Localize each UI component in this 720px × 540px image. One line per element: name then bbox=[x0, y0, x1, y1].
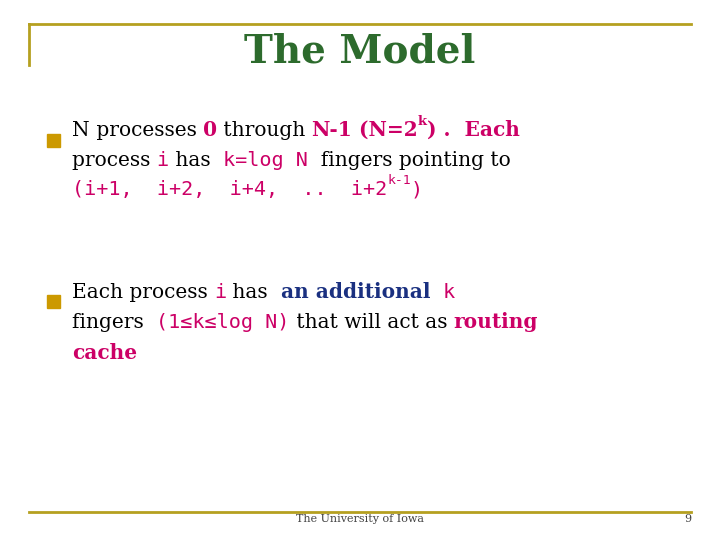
Text: through: through bbox=[217, 121, 312, 140]
Text: N-1: N-1 bbox=[312, 120, 352, 140]
Text: (1≤k≤log N): (1≤k≤log N) bbox=[156, 313, 290, 332]
Text: process: process bbox=[72, 151, 157, 170]
Text: (N=2: (N=2 bbox=[352, 120, 418, 140]
Text: (i+1,  i+2,  i+4,  ..  i+2: (i+1, i+2, i+4, .. i+2 bbox=[72, 180, 387, 199]
Text: ): ) bbox=[411, 180, 423, 199]
Text: k-1: k-1 bbox=[387, 174, 411, 187]
FancyBboxPatch shape bbox=[47, 134, 60, 147]
Text: fingers: fingers bbox=[72, 313, 156, 332]
Text: i: i bbox=[214, 283, 226, 302]
Text: The Model: The Model bbox=[244, 32, 476, 70]
Text: k=log N: k=log N bbox=[223, 151, 308, 170]
Text: 9: 9 bbox=[684, 515, 691, 524]
Text: has: has bbox=[169, 151, 223, 170]
Text: The University of Iowa: The University of Iowa bbox=[296, 515, 424, 524]
Text: ) .  Each: ) . Each bbox=[427, 120, 520, 140]
Text: Each process: Each process bbox=[72, 283, 214, 302]
Text: cache: cache bbox=[72, 343, 137, 363]
Text: has: has bbox=[226, 283, 281, 302]
Text: i: i bbox=[157, 151, 169, 170]
Text: N: N bbox=[72, 121, 89, 140]
Text: routing: routing bbox=[454, 312, 539, 332]
Text: k: k bbox=[418, 115, 427, 128]
Text: that will act as: that will act as bbox=[290, 313, 454, 332]
Text: an additional: an additional bbox=[281, 282, 430, 302]
Text: 0: 0 bbox=[203, 120, 217, 140]
Text: fingers pointing to: fingers pointing to bbox=[308, 151, 511, 170]
Text: processes: processes bbox=[89, 121, 203, 140]
Text: k: k bbox=[443, 283, 455, 302]
FancyBboxPatch shape bbox=[47, 295, 60, 308]
